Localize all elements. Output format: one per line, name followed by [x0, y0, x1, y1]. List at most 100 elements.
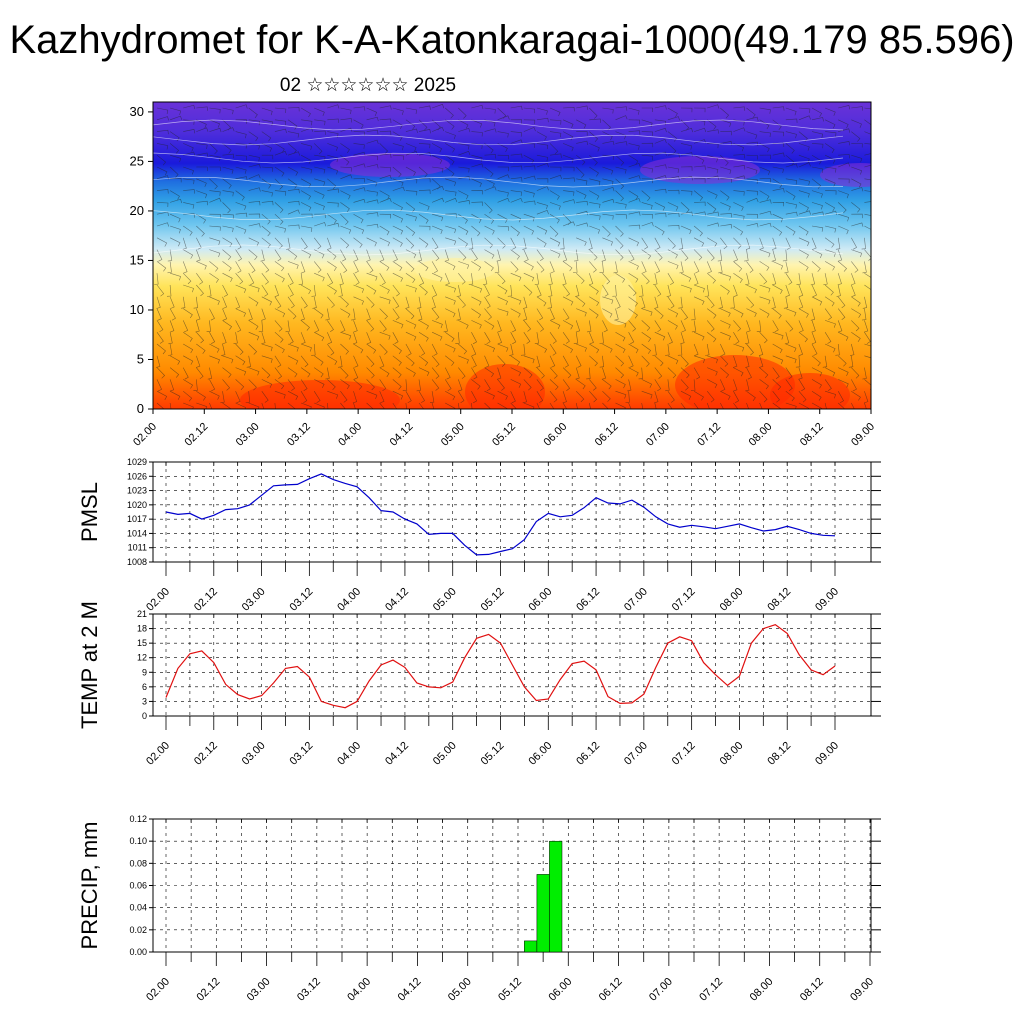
y-tick-label: 6 — [142, 682, 147, 692]
x-tick-label: 08.12 — [798, 976, 826, 1004]
x-tick-label: 07.00 — [644, 421, 672, 449]
x-tick-label: 04.12 — [396, 976, 424, 1004]
temp-panel: 0 3 6 9 12 15 18 21 02.00 02.12 03.00 03.12 04.00 04.… — [77, 601, 881, 768]
x-tick-label: 03.12 — [288, 586, 316, 614]
x-tick-label: 07.12 — [697, 976, 725, 1004]
x-tick-label: 03.00 — [240, 740, 268, 768]
pale-patch — [415, 258, 495, 282]
cross-section-panel: 0 5 10 15 20 25 30 02.00 02.12 03.00 03.12 04.00 04.… — [130, 101, 877, 449]
y-tick-label: 1014 — [127, 528, 147, 538]
warm-patch — [465, 364, 545, 409]
pmsl-panel: 1008 1011 1014 1017 1020 1023 1026 1029 02.00 02.… — [77, 457, 881, 614]
x-tick-label: 05.00 — [431, 586, 459, 614]
x-tick-label: 09.00 — [813, 586, 841, 614]
precip-bar — [524, 940, 538, 953]
wind-barbs — [154, 103, 871, 409]
y-tick-label: 12 — [137, 653, 147, 663]
precip-bar — [549, 840, 563, 953]
y-tick-label: 1020 — [127, 500, 147, 510]
x-tick-label: 02.00 — [131, 421, 159, 449]
y-axis-title: PMSL — [77, 482, 102, 542]
y-tick-label: 15 — [130, 252, 144, 267]
y-tick-label: 1017 — [127, 514, 147, 524]
x-tick-label: 04.12 — [383, 586, 411, 614]
x-tick-label: 06.00 — [546, 976, 574, 1004]
x-tick-label: 05.12 — [496, 976, 524, 1004]
y-tick-label: 0.06 — [129, 881, 147, 891]
x-tick-label: 03.00 — [234, 421, 262, 449]
grid — [153, 819, 871, 952]
y-tick-label: 1029 — [127, 457, 147, 467]
y-tick-label: 0.02 — [129, 925, 147, 935]
x-tick-label: 06.12 — [593, 421, 621, 449]
x-tick-label: 03.12 — [295, 976, 323, 1004]
x-tick-label: 07.12 — [670, 740, 698, 768]
x-tick-label: 08.00 — [748, 976, 776, 1004]
y-tick-label: 1026 — [127, 471, 147, 481]
cross-section-overlays — [153, 103, 871, 409]
x-tick-label: 03.12 — [285, 421, 313, 449]
page-subtitle: 02 ☆☆☆☆☆☆ 2025 — [279, 75, 457, 96]
warm-patch — [675, 355, 795, 409]
precip-bar — [536, 874, 550, 953]
x-tick-label: 02.00 — [144, 976, 172, 1004]
x-tick-label: 03.12 — [288, 740, 316, 768]
y-tick-label: 1008 — [127, 557, 147, 567]
x-tick-label: 09.00 — [849, 421, 877, 449]
x-tick-label: 02.00 — [144, 740, 172, 768]
x-tick-label: 04.00 — [336, 421, 364, 449]
x-tick-label: 06.00 — [541, 421, 569, 449]
y-tick-label: 0 — [137, 401, 144, 416]
x-tick-label: 09.00 — [813, 740, 841, 768]
y-axis-title: TEMP at 2 M — [77, 601, 102, 729]
warm-patch — [770, 373, 850, 409]
purple-patch — [820, 163, 871, 187]
x-tick-label: 07.00 — [622, 740, 650, 768]
y-tick-label: 0.04 — [129, 903, 147, 913]
x-tick-label: 06.12 — [574, 740, 602, 768]
y-tick-label: 5 — [137, 351, 144, 366]
x-tick-label: 06.00 — [526, 586, 554, 614]
x-tick-label: 07.00 — [622, 586, 650, 614]
x-tick-label: 09.00 — [848, 976, 876, 1004]
y-tick-label: 10 — [130, 302, 144, 317]
x-tick-label: 03.00 — [240, 586, 268, 614]
y-tick-label: 0.10 — [129, 836, 147, 846]
x-tick-label: 02.12 — [192, 740, 220, 768]
x-tick-label: 04.12 — [388, 421, 416, 449]
x-tick-label: 07.00 — [647, 976, 675, 1004]
y-tick-label: 0.08 — [129, 858, 147, 868]
x-tick-label: 05.00 — [446, 976, 474, 1004]
x-tick-label: 05.12 — [479, 586, 507, 614]
y-tick-label: 1023 — [127, 486, 147, 496]
x-tick-label: 07.12 — [695, 421, 723, 449]
warm-patch — [240, 380, 400, 409]
contours — [153, 119, 844, 256]
purple-patch — [640, 156, 760, 184]
precip-panel: 0.00 0.02 0.04 0.06 0.08 0.10 0.12 02.00 02.12 03… — [77, 814, 881, 1004]
x-tick-label: 08.12 — [765, 586, 793, 614]
page-title: Kazhydromet for K-A-Katonkaragai-1000(49… — [9, 18, 1015, 62]
y-tick-label: 0 — [142, 711, 147, 721]
x-tick-label: 02.00 — [144, 586, 172, 614]
x-tick-label: 05.12 — [490, 421, 518, 449]
y-tick-label: 9 — [142, 667, 147, 677]
x-tick-label: 08.12 — [765, 740, 793, 768]
plot-area — [152, 461, 872, 563]
y-tick-label: 15 — [137, 638, 147, 648]
minor-ticks — [165, 614, 836, 730]
y-tick-label: 18 — [137, 624, 147, 634]
y-tick-label: 30 — [130, 104, 144, 119]
grid — [153, 614, 871, 716]
y-tick-label: 0.12 — [129, 814, 147, 824]
x-tick-label: 04.00 — [335, 740, 363, 768]
y-tick-label: 3 — [142, 696, 147, 706]
x-tick-label: 03.00 — [245, 976, 273, 1004]
x-tick-label: 04.00 — [345, 976, 373, 1004]
x-tick-label: 06.12 — [574, 586, 602, 614]
x-tick-label: 02.12 — [194, 976, 222, 1004]
x-tick-label: 08.00 — [718, 586, 746, 614]
x-tick-label: 05.00 — [431, 740, 459, 768]
purple-patch — [330, 153, 450, 177]
